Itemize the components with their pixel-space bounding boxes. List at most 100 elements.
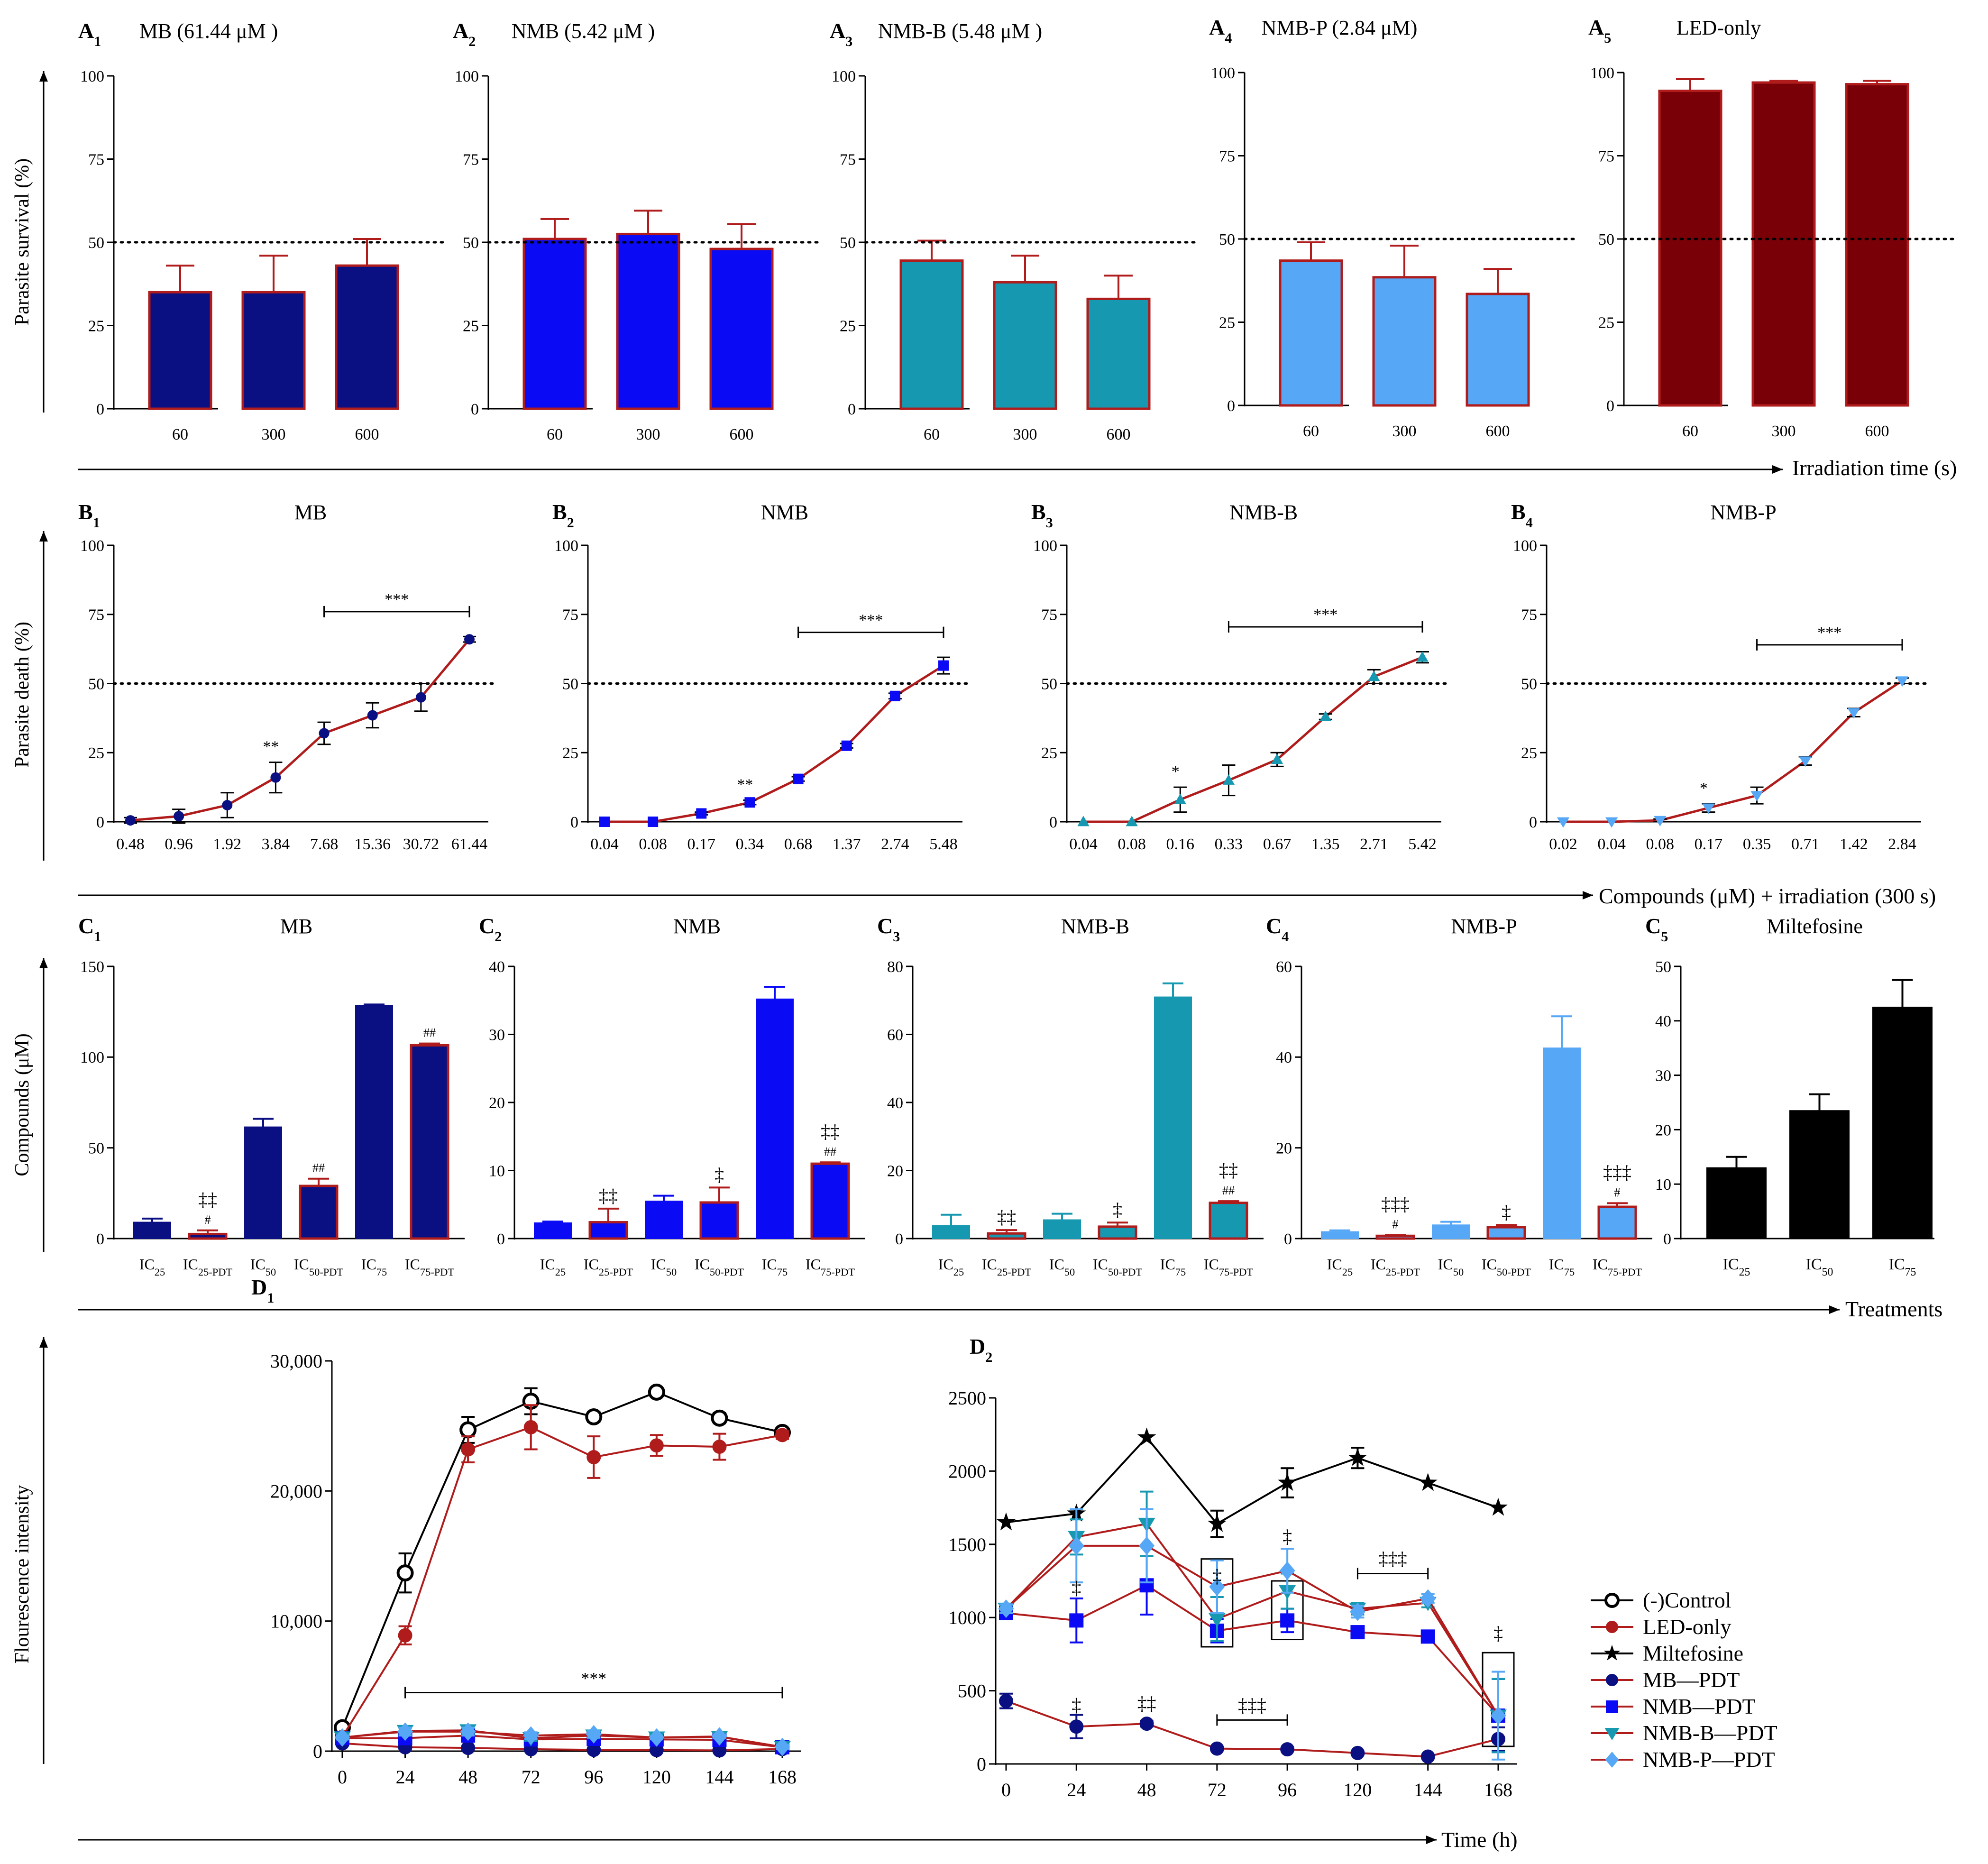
chart-b1-point xyxy=(222,800,233,811)
chart-a1-xtick-label: 600 xyxy=(355,426,379,443)
chart-d1-point xyxy=(774,1737,790,1756)
chart-b4-point xyxy=(1799,756,1812,767)
chart-d2-point xyxy=(1280,1742,1295,1757)
chart-d2-series-line xyxy=(1006,1584,1499,1717)
chart-d2-dagger-mark: ‡ xyxy=(1072,1577,1081,1598)
chart-d1-xtick-label: 96 xyxy=(584,1766,603,1788)
chart-a3-bar xyxy=(899,259,964,410)
chart-c4-ytick-label: 20 xyxy=(1276,1140,1292,1157)
chart-c4-dagger-mark: ‡‡‡ xyxy=(1603,1161,1631,1183)
chart-c1-bar xyxy=(244,1126,282,1239)
chart-d1-point xyxy=(523,1420,538,1434)
row-a-x-title: Irradiation time (s) xyxy=(1792,456,1957,480)
chart-b4-xtick-label: 2.84 xyxy=(1888,836,1916,853)
chart-c3-ytick-label: 20 xyxy=(887,1162,903,1180)
chart-d2-xtick-label: 96 xyxy=(1278,1779,1297,1800)
chart-c4-bar xyxy=(1321,1231,1359,1239)
chart-a2-title: NMB (5.42 μM ) xyxy=(512,19,655,43)
chart-a1-ytick-label: 25 xyxy=(88,317,104,335)
chart-a4-ytick-label: 75 xyxy=(1219,147,1235,165)
chart-b1-point xyxy=(367,710,378,721)
row-d-y-title: Flourescence intensity xyxy=(11,1485,33,1664)
chart-d2-point xyxy=(1490,1706,1506,1725)
chart-c5-bar xyxy=(1789,1110,1850,1239)
chart-d2-dagger-mark: ‡ xyxy=(1493,1623,1503,1644)
chart-a3-xtick-label: 300 xyxy=(1013,426,1037,443)
chart-d2-xtick-label: 144 xyxy=(1414,1779,1442,1800)
chart-d2-point xyxy=(1280,1613,1295,1628)
chart-b4-ytick-label: 50 xyxy=(1521,675,1537,693)
chart-a5-ytick-label: 50 xyxy=(1598,231,1614,248)
chart-d2-series-line xyxy=(1006,1436,1499,1525)
chart-d1-series-line xyxy=(342,1730,783,1748)
chart-b2-bracket-label: *** xyxy=(859,612,883,629)
chart-b4-xtick-label: 0.71 xyxy=(1791,836,1820,853)
chart-c5-title: Miltefosine xyxy=(1767,915,1863,938)
chart-a5-ytick-label: 0 xyxy=(1606,397,1614,415)
chart-a4-xtick-label: 60 xyxy=(1303,422,1319,440)
chart-b4-point xyxy=(1654,816,1667,826)
chart-d1-point xyxy=(523,1726,539,1745)
chart-b4-xtick-label: 0.35 xyxy=(1743,836,1771,853)
chart-c2-dagger-mark: ‡ xyxy=(715,1164,724,1185)
chart-c2-dagger-mark: ‡‡ xyxy=(821,1120,840,1142)
row-c-x-arrow-head xyxy=(1829,1305,1840,1314)
legend-label: NMB-B—PDT xyxy=(1643,1721,1777,1745)
chart-c2-bar xyxy=(534,1222,572,1240)
legend-label: (-)Control xyxy=(1643,1588,1731,1612)
chart-c4-hash-mark: # xyxy=(1393,1217,1399,1231)
chart-c5-ytick-label: 30 xyxy=(1655,1067,1671,1085)
chart-a1-xtick-label: 60 xyxy=(172,426,188,443)
chart-b3-xtick-label: 0.33 xyxy=(1215,836,1243,853)
legend-marker xyxy=(1603,1644,1621,1661)
chart-d1-point xyxy=(334,1728,350,1747)
row-b-y-title: Parasite death (%) xyxy=(11,622,33,768)
chart-d1-ytick-label: 0 xyxy=(313,1741,322,1762)
chart-a3-bar xyxy=(1086,297,1151,410)
chart-a1-ytick-label: 0 xyxy=(96,401,104,418)
legend-marker xyxy=(1606,1674,1618,1686)
row-d-y-arrow-head xyxy=(39,1337,48,1348)
chart-c2-title: NMB xyxy=(673,915,721,938)
chart-d2-point xyxy=(1348,1448,1367,1466)
chart-d1-point xyxy=(712,1440,727,1454)
chart-b1-ytick-label: 25 xyxy=(88,744,104,762)
chart-b3-ytick-label: 75 xyxy=(1041,606,1057,624)
row-d-x-arrow-head xyxy=(1426,1836,1437,1844)
chart-b4-xtick-label: 0.04 xyxy=(1597,836,1626,853)
chart-d1-point xyxy=(461,1442,476,1457)
chart-b2-point xyxy=(793,773,804,784)
chart-d1-xtick-label: 72 xyxy=(522,1766,541,1788)
chart-d1-point xyxy=(585,1408,603,1425)
chart-d1-ytick-label: 30,000 xyxy=(270,1350,322,1372)
chart-b1-xtick-label: 3.84 xyxy=(262,836,290,853)
chart-a5-bar xyxy=(1751,81,1816,407)
chart-a5-ytick-label: 100 xyxy=(1590,64,1614,82)
chart-b2-xtick-label: 5.48 xyxy=(929,836,958,853)
chart-c3-bar xyxy=(987,1232,1026,1240)
chart-d2-point xyxy=(1350,1745,1365,1760)
legend-label: NMB-P—PDT xyxy=(1643,1747,1775,1772)
chart-d2-point xyxy=(999,1694,1013,1708)
row-a-y-title: Parasite survival (%) xyxy=(11,158,33,325)
legend-marker xyxy=(1604,1593,1620,1608)
chart-c2-ytick-label: 0 xyxy=(497,1230,505,1248)
chart-b2-xtick-label: 0.68 xyxy=(784,836,813,853)
chart-d2-dagger-mark: ‡ xyxy=(1072,1694,1081,1716)
chart-c2-bar xyxy=(810,1162,850,1240)
chart-d2-point xyxy=(1207,1514,1227,1532)
chart-b2-ytick-label: 0 xyxy=(570,814,578,831)
chart-b3-point xyxy=(1368,670,1380,681)
chart-c4-ytick-label: 60 xyxy=(1276,958,1292,976)
chart-c3-bar xyxy=(932,1225,970,1240)
chart-b2-xtick-label: 0.17 xyxy=(687,836,716,853)
chart-c3-bar xyxy=(1043,1219,1081,1240)
chart-a2-ytick-label: 50 xyxy=(463,234,479,252)
chart-c1-ytick-label: 0 xyxy=(96,1230,104,1248)
